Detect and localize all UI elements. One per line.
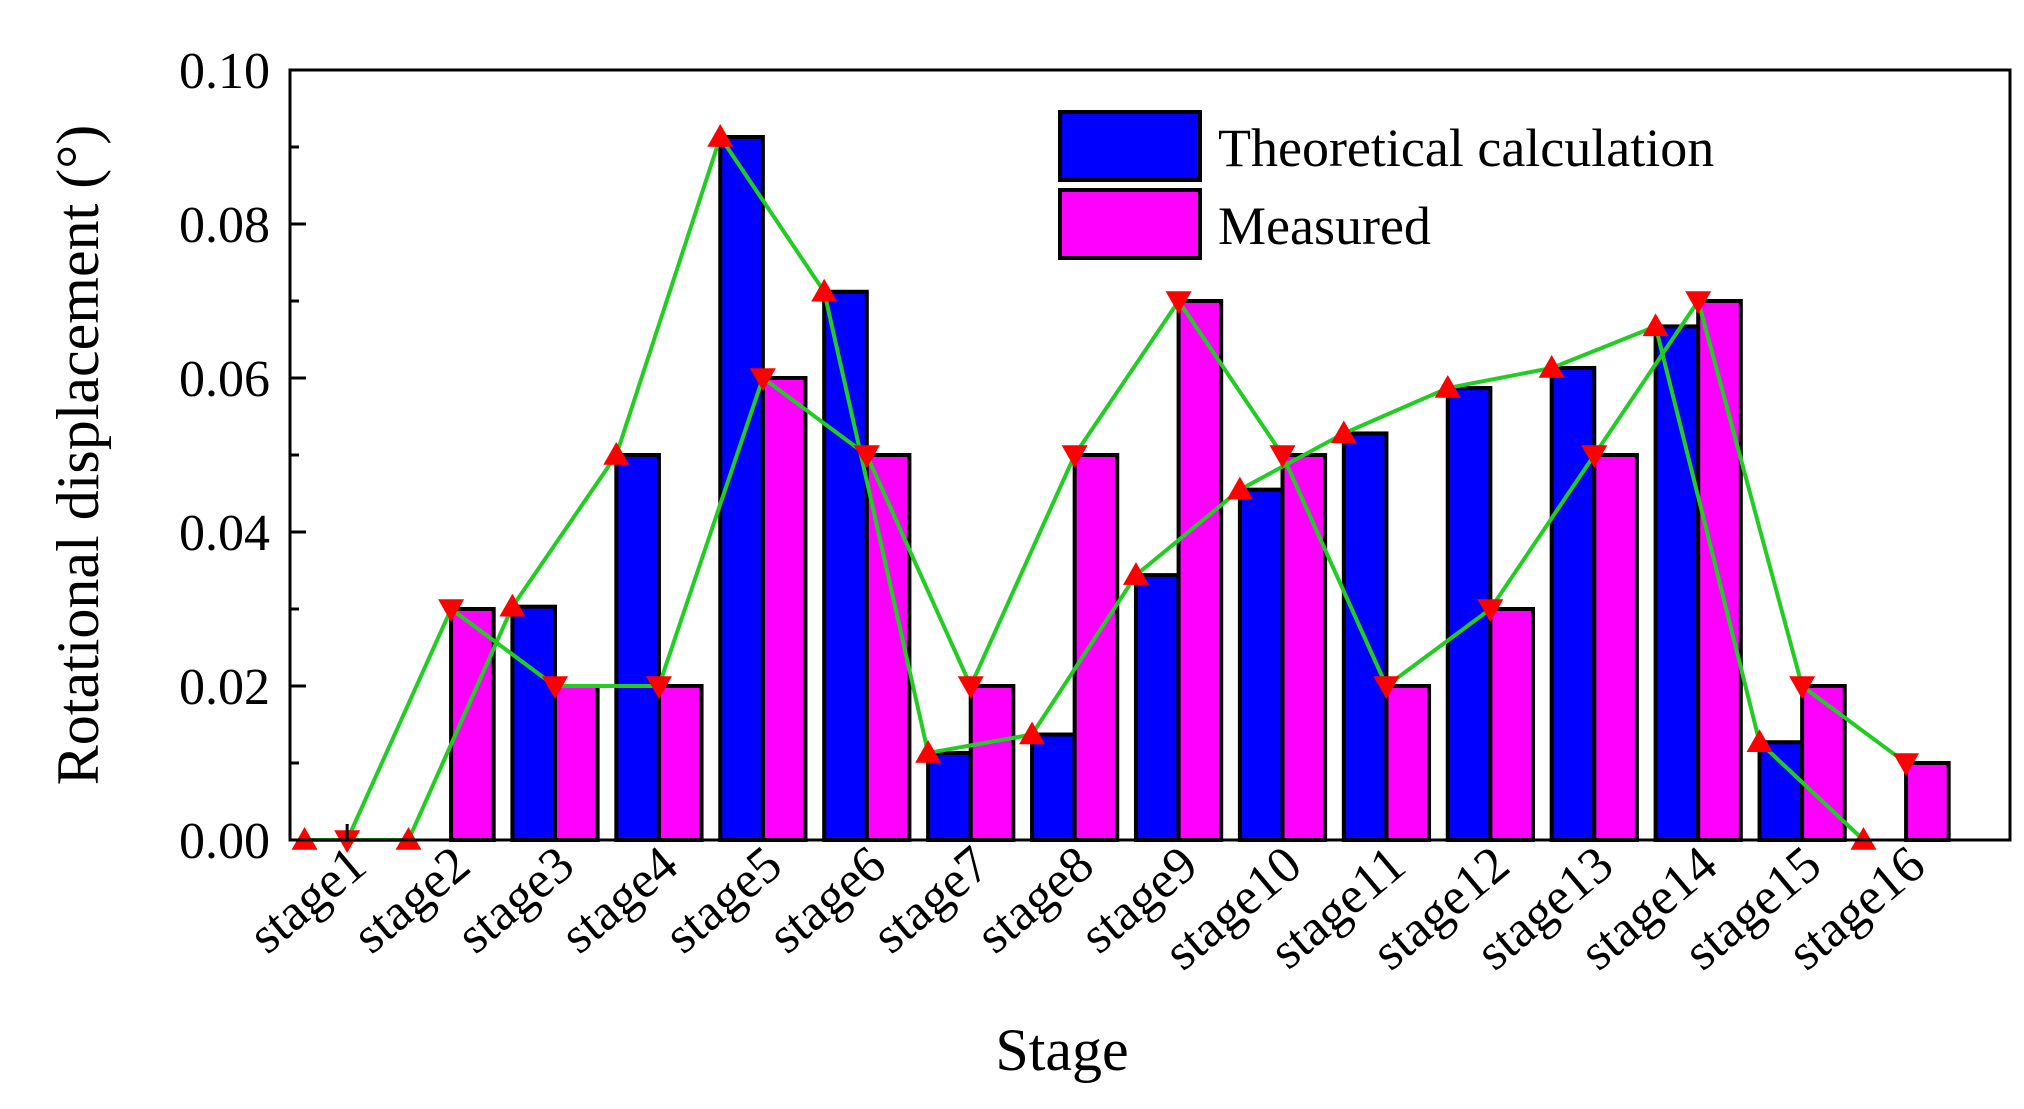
- line-theoretical: [304, 132, 1865, 842]
- marker-measured-stage14: [1685, 291, 1712, 314]
- bar-theoretical-stage10: [1237, 487, 1285, 842]
- legend-swatch-measured: [1058, 188, 1202, 260]
- bar-theoretical-stage7: [926, 750, 973, 842]
- marker-theoretical-stage11: [1330, 420, 1357, 444]
- marker-measured-stage7: [957, 676, 984, 699]
- line-measured: [345, 296, 1908, 841]
- marker-measured-stage8: [1061, 445, 1088, 468]
- x-axis-title: Stage: [995, 1017, 1128, 1083]
- marker-measured-stage6: [853, 445, 880, 468]
- marker-theoretical-stage1: [291, 827, 318, 850]
- bar-measured-stage12: [1488, 607, 1535, 842]
- bar-measured-stage14: [1696, 299, 1743, 842]
- bar-theoretical-stage8: [1030, 732, 1077, 843]
- y-axis: 0.00 0.02 0.04 0.06 0.08 0.10: [179, 43, 306, 870]
- lines-layer: [304, 132, 1908, 842]
- y-tick-label: 0.08: [179, 197, 270, 254]
- marker-measured-stage16: [1893, 753, 1920, 776]
- y-tick-label: 0.00: [179, 813, 270, 870]
- bar-measured-stage3: [553, 684, 600, 842]
- marker-theoretical-stage7: [915, 739, 942, 763]
- y-tick-label: 0.02: [179, 659, 270, 716]
- bar-measured-stage16: [1904, 761, 1951, 842]
- legend-label-theoretical: Theoretical calculation: [1218, 118, 1714, 178]
- marker-theoretical-stage9: [1122, 562, 1149, 585]
- marker-theoretical-stage12: [1434, 375, 1461, 398]
- y-tick-label: 0.04: [179, 505, 270, 562]
- marker-theoretical-stage15: [1746, 729, 1773, 752]
- marker-measured-stage15: [1789, 676, 1816, 699]
- bar-measured-stage7: [968, 684, 1016, 842]
- bar-measured-stage5: [760, 376, 808, 842]
- marker-measured-stage11: [1373, 676, 1400, 699]
- y-axis-title: Rotational displacement (°): [45, 125, 111, 785]
- bar-theoretical-stage4: [614, 453, 661, 842]
- y-tick-label: 0.06: [179, 351, 270, 408]
- bars-layer: [449, 134, 1951, 843]
- marker-theoretical-stage2: [395, 827, 422, 850]
- bar-measured-stage2: [449, 607, 496, 842]
- marker-measured-stage10: [1269, 445, 1296, 468]
- y-tick-label: 0.10: [179, 43, 270, 100]
- legend: Theoretical calculation Measured: [1058, 110, 1714, 260]
- bar-measured-stage11: [1384, 684, 1432, 842]
- bar-measured-stage10: [1280, 453, 1328, 842]
- marker-theoretical-stage5: [707, 123, 734, 147]
- bar-theoretical-stage3: [510, 604, 558, 842]
- marker-measured-stage5: [749, 368, 776, 391]
- bar-theoretical-stage9: [1133, 573, 1181, 842]
- marker-theoretical-stage13: [1538, 354, 1565, 378]
- markers-layer: [291, 123, 1920, 853]
- bar-measured-stage13: [1592, 453, 1639, 842]
- marker-theoretical-stage6: [811, 278, 838, 302]
- bar-measured-stage4: [656, 684, 704, 842]
- marker-measured-stage4: [645, 676, 672, 699]
- marker-theoretical-stage3: [499, 593, 526, 617]
- marker-theoretical-stage4: [603, 442, 630, 465]
- marker-measured-stage1: [334, 830, 361, 853]
- marker-theoretical-stage10: [1226, 476, 1253, 500]
- bar-theoretical-stage15: [1757, 740, 1805, 843]
- legend-label-measured: Measured: [1218, 196, 1431, 256]
- marker-measured-stage3: [542, 676, 569, 699]
- bar-measured-stage9: [1176, 299, 1224, 842]
- marker-measured-stage9: [1165, 291, 1192, 314]
- legend-swatch-theoretical: [1058, 110, 1202, 182]
- marker-measured-stage2: [438, 599, 465, 622]
- marker-measured-stage12: [1477, 599, 1504, 622]
- bar-measured-stage8: [1072, 453, 1120, 842]
- marker-theoretical-stage8: [1019, 721, 1046, 745]
- marker-measured-stage13: [1581, 445, 1608, 468]
- bar-theoretical-stage6: [822, 289, 869, 842]
- bar-theoretical-stage13: [1549, 365, 1597, 842]
- marker-theoretical-stage16: [1850, 827, 1877, 850]
- marker-theoretical-stage14: [1642, 313, 1669, 337]
